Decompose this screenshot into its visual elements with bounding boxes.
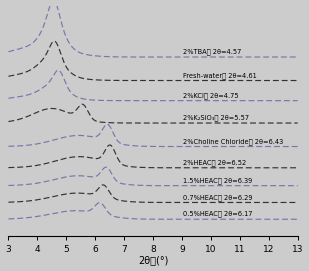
Text: Fresh-water： 2θ=4.61: Fresh-water： 2θ=4.61: [184, 72, 257, 79]
X-axis label: 2θ／(°): 2θ／(°): [138, 256, 168, 265]
Text: 2%TBA： 2θ=4.57: 2%TBA： 2θ=4.57: [184, 49, 242, 55]
Text: 2%KCl： 2θ=4.75: 2%KCl： 2θ=4.75: [184, 92, 239, 99]
Text: 0.5%HEAC： 2θ=6.17: 0.5%HEAC： 2θ=6.17: [184, 211, 253, 217]
Text: 0.7%HEAC： 2θ=6.29: 0.7%HEAC： 2θ=6.29: [184, 194, 253, 201]
Text: 2%K₂SiO₃： 2θ=5.57: 2%K₂SiO₃： 2θ=5.57: [184, 115, 250, 121]
Text: 1.5%HEAC： 2θ=6.39: 1.5%HEAC： 2θ=6.39: [184, 177, 253, 184]
Text: 2%HEAC： 2θ=6.52: 2%HEAC： 2θ=6.52: [184, 159, 247, 166]
Text: 2%Choline Chloride： 2θ=6.43: 2%Choline Chloride： 2θ=6.43: [184, 138, 284, 145]
